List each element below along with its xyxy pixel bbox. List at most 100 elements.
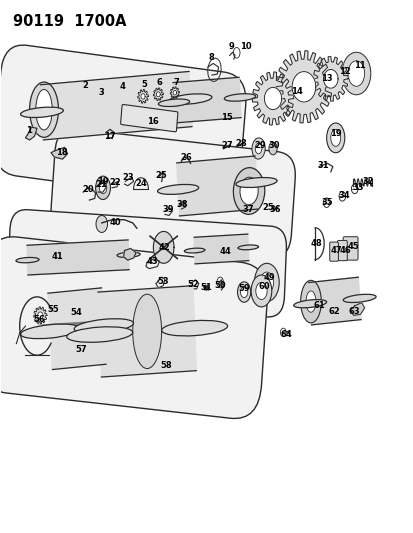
Text: 52: 52 bbox=[187, 280, 199, 289]
Text: 51: 51 bbox=[199, 282, 211, 292]
Ellipse shape bbox=[326, 123, 344, 153]
Text: 13: 13 bbox=[320, 74, 332, 83]
Text: 64: 64 bbox=[280, 329, 292, 338]
Text: 9: 9 bbox=[228, 43, 234, 52]
Text: 19: 19 bbox=[329, 129, 341, 138]
Text: 12: 12 bbox=[339, 67, 350, 76]
FancyBboxPatch shape bbox=[8, 209, 286, 317]
Text: 25: 25 bbox=[154, 171, 166, 180]
Ellipse shape bbox=[347, 61, 364, 86]
Ellipse shape bbox=[259, 272, 273, 293]
Ellipse shape bbox=[16, 257, 39, 263]
Text: 33: 33 bbox=[351, 183, 363, 192]
Polygon shape bbox=[98, 286, 196, 377]
Text: 54: 54 bbox=[70, 308, 82, 317]
Text: 36: 36 bbox=[268, 205, 280, 214]
Text: 15: 15 bbox=[221, 113, 232, 122]
Ellipse shape bbox=[71, 307, 83, 324]
Text: 34: 34 bbox=[338, 191, 349, 200]
Text: 31: 31 bbox=[317, 161, 328, 170]
Polygon shape bbox=[138, 90, 148, 103]
Text: 53: 53 bbox=[157, 277, 168, 286]
Text: 59: 59 bbox=[238, 284, 249, 293]
Ellipse shape bbox=[255, 282, 266, 300]
Ellipse shape bbox=[342, 294, 375, 303]
Ellipse shape bbox=[235, 177, 276, 188]
Ellipse shape bbox=[96, 215, 107, 232]
FancyBboxPatch shape bbox=[0, 237, 267, 418]
Text: 55: 55 bbox=[47, 304, 59, 313]
Text: 5: 5 bbox=[141, 79, 147, 88]
Text: 6: 6 bbox=[156, 78, 162, 87]
Text: 18: 18 bbox=[56, 148, 67, 157]
Text: 42: 42 bbox=[158, 244, 170, 253]
Text: 63: 63 bbox=[347, 306, 359, 316]
Ellipse shape bbox=[233, 168, 264, 214]
Text: 14: 14 bbox=[290, 86, 302, 95]
Ellipse shape bbox=[36, 90, 52, 130]
Text: 2: 2 bbox=[82, 81, 88, 90]
Ellipse shape bbox=[224, 94, 255, 101]
Ellipse shape bbox=[161, 320, 227, 336]
Ellipse shape bbox=[252, 138, 265, 159]
Ellipse shape bbox=[240, 287, 247, 297]
Ellipse shape bbox=[330, 130, 340, 147]
Ellipse shape bbox=[237, 282, 250, 302]
Text: 60: 60 bbox=[257, 282, 269, 291]
Ellipse shape bbox=[184, 248, 204, 253]
Ellipse shape bbox=[305, 291, 315, 312]
Polygon shape bbox=[176, 156, 257, 216]
Text: 50: 50 bbox=[214, 281, 226, 290]
Ellipse shape bbox=[293, 300, 326, 308]
Ellipse shape bbox=[255, 143, 261, 154]
Polygon shape bbox=[173, 77, 240, 123]
Text: 17: 17 bbox=[104, 132, 116, 141]
Polygon shape bbox=[38, 312, 43, 319]
FancyBboxPatch shape bbox=[337, 240, 347, 261]
Text: 43: 43 bbox=[146, 257, 158, 265]
Text: 25: 25 bbox=[261, 203, 273, 212]
Text: 39: 39 bbox=[161, 205, 173, 214]
Text: 90119  1700A: 90119 1700A bbox=[13, 14, 126, 29]
Text: 20: 20 bbox=[83, 185, 94, 194]
Text: 27: 27 bbox=[221, 141, 232, 150]
Polygon shape bbox=[252, 72, 293, 125]
Text: 37: 37 bbox=[242, 205, 254, 214]
Ellipse shape bbox=[21, 107, 63, 117]
Text: 38: 38 bbox=[176, 200, 188, 209]
Ellipse shape bbox=[74, 319, 133, 333]
Ellipse shape bbox=[169, 94, 211, 104]
Ellipse shape bbox=[237, 245, 258, 250]
Text: 49: 49 bbox=[262, 273, 274, 282]
Text: 7: 7 bbox=[173, 77, 178, 86]
Text: 32: 32 bbox=[361, 177, 373, 186]
Ellipse shape bbox=[21, 324, 80, 338]
FancyBboxPatch shape bbox=[342, 237, 357, 260]
Text: 46: 46 bbox=[339, 246, 350, 255]
Ellipse shape bbox=[74, 311, 80, 320]
FancyBboxPatch shape bbox=[0, 45, 245, 203]
Polygon shape bbox=[308, 277, 360, 325]
Ellipse shape bbox=[240, 177, 258, 205]
Text: 3: 3 bbox=[99, 87, 104, 96]
Ellipse shape bbox=[158, 99, 189, 107]
Ellipse shape bbox=[300, 280, 320, 323]
Polygon shape bbox=[313, 56, 347, 101]
Polygon shape bbox=[170, 87, 179, 99]
Polygon shape bbox=[153, 88, 163, 101]
Text: 24: 24 bbox=[135, 179, 147, 188]
Ellipse shape bbox=[99, 182, 107, 193]
Text: 45: 45 bbox=[347, 243, 358, 252]
Text: 8: 8 bbox=[208, 53, 214, 61]
Text: 19: 19 bbox=[97, 177, 109, 186]
Ellipse shape bbox=[157, 184, 198, 195]
Text: 10: 10 bbox=[239, 43, 251, 52]
Text: 4: 4 bbox=[119, 82, 125, 91]
Polygon shape bbox=[25, 127, 37, 140]
Text: 40: 40 bbox=[109, 218, 121, 227]
Polygon shape bbox=[40, 71, 192, 140]
Text: 22: 22 bbox=[109, 178, 121, 187]
Ellipse shape bbox=[341, 52, 370, 95]
Text: 11: 11 bbox=[353, 61, 365, 70]
Text: 57: 57 bbox=[75, 345, 87, 354]
